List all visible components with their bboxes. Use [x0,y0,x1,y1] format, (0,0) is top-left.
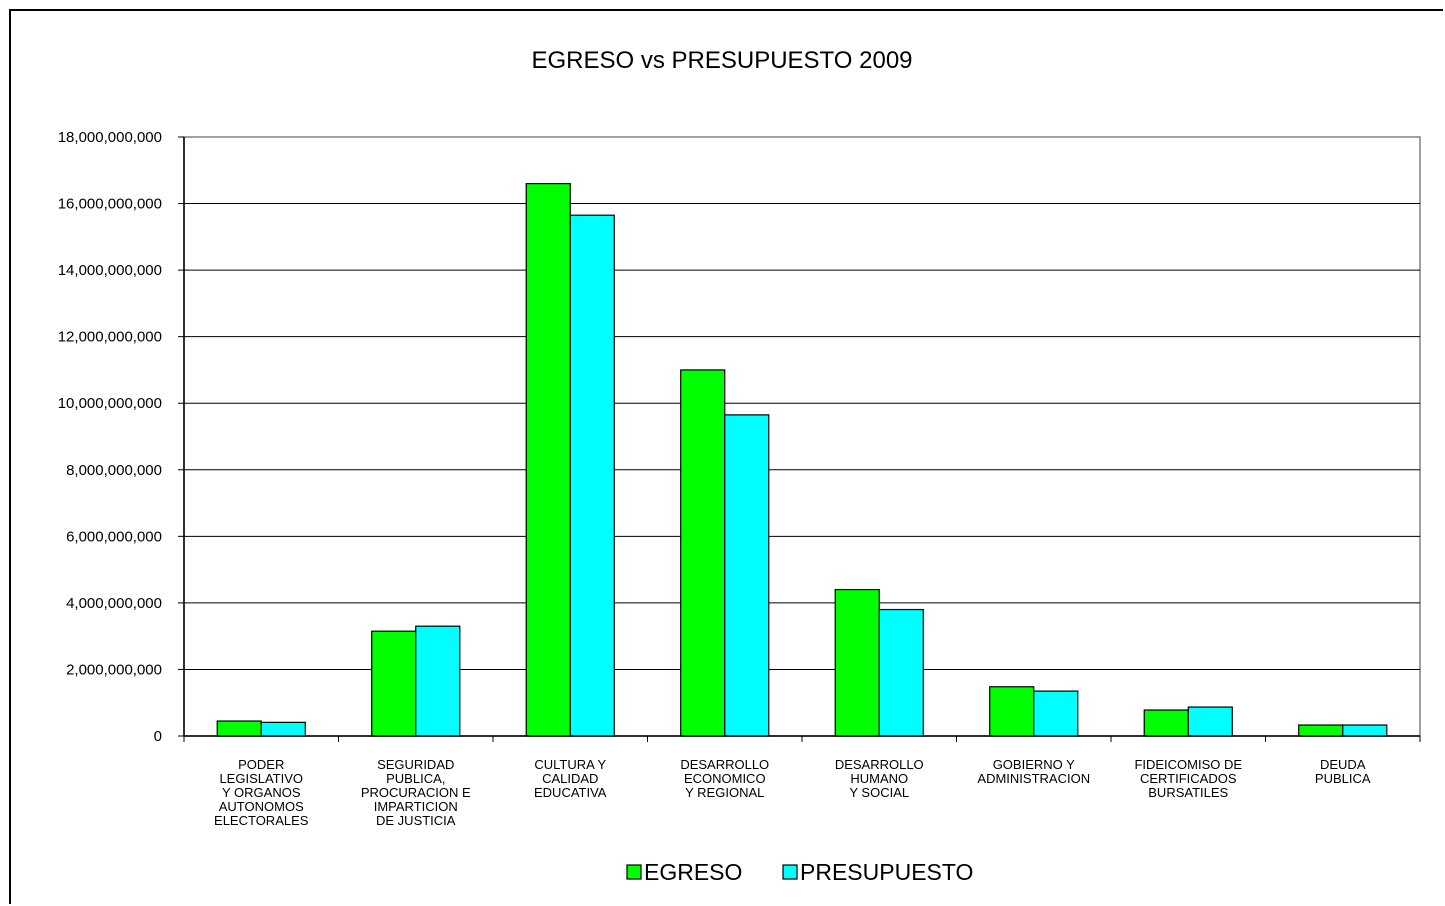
gridlines [183,136,1421,737]
y-tick-label: 16,000,000,000 [58,196,162,213]
y-tick-label: 0 [154,728,162,745]
bar-presupuesto [1187,706,1233,737]
legend: EGRESO PRESUPUESTO [626,859,973,885]
bar-egreso [1298,724,1344,737]
y-tick-label: 2,000,000,000 [66,661,162,678]
bars [216,182,1388,737]
y-tick-label: 4,000,000,000 [66,595,162,612]
legend-swatch-presupuesto [782,864,798,880]
x-tick-label: PODER LEGISLATIVO Y ORGANOS AUTONOMOS ELECTO… [214,757,309,828]
plot-area-border [183,136,1421,737]
bar-egreso [680,369,726,737]
legend-label-presupuesto: PRESUPUESTO [800,859,973,885]
legend-label-egreso: EGRESO [644,859,742,885]
bar-presupuesto [415,625,461,737]
bar-presupuesto [724,414,770,737]
bar-egreso [371,630,417,737]
x-tick-label: DEUDA PUBLICA [1315,757,1371,786]
y-axis: 0 2,000,000,000 4,000,000,000 6,000,000,000… [58,129,185,745]
chart-title: EGRESO vs PRESUPUESTO 2009 [531,47,912,74]
x-tick-label: CULTURA Y CALIDAD EDUCATIVA [534,757,607,800]
bar-egreso [989,686,1035,737]
x-tick-label: SEGURIDAD PUBLICA, PROCURACION E IMPARTICIO… [361,757,471,828]
bar-egreso [834,588,880,737]
x-tick-label: GOBIERNO Y ADMINISTRACION [977,757,1090,786]
bar-presupuesto [878,608,924,737]
y-tick-label: 18,000,000,000 [58,129,162,146]
bar-presupuesto [260,721,306,737]
bar-presupuesto [569,214,615,737]
bar-egreso [525,182,571,737]
x-tick-label: DESARROLLO ECONOMICO Y REGIONAL [680,757,769,800]
y-tick-label: 10,000,000,000 [58,395,162,412]
y-tick-label: 6,000,000,000 [66,528,162,545]
legend-swatch-egreso [626,864,642,880]
y-tick-label: 8,000,000,000 [66,462,162,479]
bar-egreso [216,720,262,737]
bar-egreso [1143,709,1189,737]
x-axis: PODER LEGISLATIVO Y ORGANOS AUTONOMOS ELECTO… [183,735,1421,828]
x-tick-label: DESARROLLO HUMANO Y SOCIAL [835,757,924,800]
y-tick-label: 14,000,000,000 [58,262,162,279]
x-tick-label: FIDEICOMISO DE CERTIFICADOS BURSATILES [1134,757,1242,800]
bar-presupuesto [1342,724,1388,737]
bar-presupuesto [1033,690,1079,737]
chart-frame [9,9,1443,904]
y-tick-label: 12,000,000,000 [58,329,162,346]
